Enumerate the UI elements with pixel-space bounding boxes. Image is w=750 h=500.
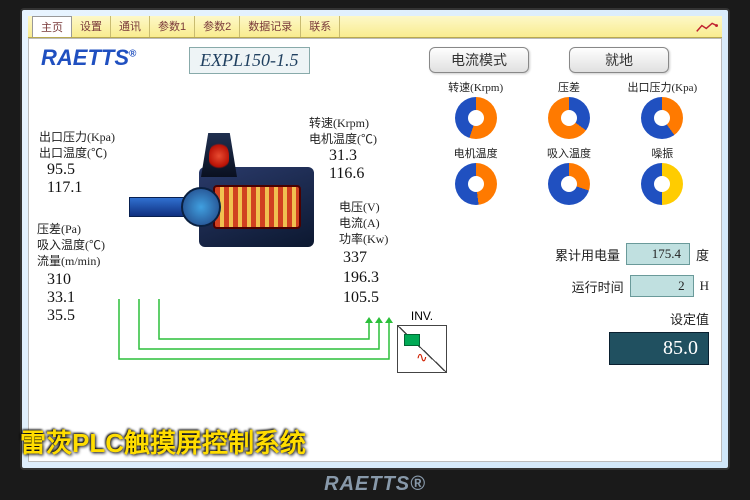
gauge: 噪振 xyxy=(622,145,702,205)
gauge: 吸入温度 xyxy=(529,145,609,205)
inverter-indicator: INV. ∿ xyxy=(397,309,447,373)
mode-button-current[interactable]: 电流模式 xyxy=(429,47,529,73)
mode-button-local[interactable]: 就地 xyxy=(569,47,669,73)
gauge: 转速(Krpm) xyxy=(436,79,516,139)
outlet-temp-value: 117.1 xyxy=(47,179,82,197)
energy-value: 175.4 xyxy=(626,243,690,265)
tab-0[interactable]: 主页 xyxy=(32,16,72,37)
gauge: 电机温度 xyxy=(436,145,516,205)
flow-value: 35.5 xyxy=(47,307,75,325)
voltage-value: 337 xyxy=(343,249,367,267)
tab-6[interactable]: 联系 xyxy=(301,16,340,37)
tab-4[interactable]: 参数2 xyxy=(195,16,240,37)
setpoint-value[interactable]: 85.0 xyxy=(609,332,709,365)
mid-param-labels-2: 电压(V) 电流(A) 功率(Kw) xyxy=(339,199,388,247)
tab-1[interactable]: 设置 xyxy=(72,16,111,37)
tab-bar: 主页设置通讯参数1参数2数据记录联系 xyxy=(28,16,722,38)
gauge: 压差 xyxy=(529,79,609,139)
overlay-caption: 雷茨PLC触摸屏控制系统 xyxy=(20,423,306,460)
brand-logo: RAETTS® xyxy=(41,45,136,71)
runtime-row: 运行时间 2 H xyxy=(572,275,709,297)
machine-diagram xyxy=(129,127,329,277)
tab-2[interactable]: 通讯 xyxy=(111,16,150,37)
energy-row: 累计用电量 175.4 度 xyxy=(555,243,709,265)
outlet-pressure-value: 95.5 xyxy=(47,161,75,179)
tab-5[interactable]: 数据记录 xyxy=(240,16,301,37)
screen-bezel: 主页设置通讯参数1参数2数据记录联系 RAETTS® EXPL150-1.5 电… xyxy=(20,8,730,470)
power-value: 105.5 xyxy=(343,289,379,307)
diff-pressure-value: 310 xyxy=(47,271,71,289)
setpoint-row: 设定值 85.0 xyxy=(609,309,709,365)
model-label: EXPL150-1.5 xyxy=(189,47,310,74)
tab-3[interactable]: 参数1 xyxy=(150,16,195,37)
runtime-value: 2 xyxy=(630,275,694,297)
inlet-temp-value: 33.1 xyxy=(47,289,75,307)
workspace: RAETTS® EXPL150-1.5 电流模式 就地 出口压力(Kpa) 出口… xyxy=(28,38,722,462)
left-param-labels-2: 压差(Pa) 吸入温度(℃) 流量(m/min) xyxy=(37,221,105,269)
current-value: 196.3 xyxy=(343,269,379,287)
gauge-area: 转速(Krpm)压差出口压力(Kpa) 电机温度吸入温度噪振 xyxy=(429,79,709,211)
speed-value: 31.3 xyxy=(329,147,357,165)
left-param-labels-1: 出口压力(Kpa) 出口温度(℃) xyxy=(39,129,115,161)
trend-icon[interactable] xyxy=(696,20,718,34)
motor-temp-value: 116.6 xyxy=(329,165,364,183)
gauge: 出口压力(Kpa) xyxy=(622,79,702,139)
bezel-brand: RAETTS® xyxy=(324,473,426,496)
